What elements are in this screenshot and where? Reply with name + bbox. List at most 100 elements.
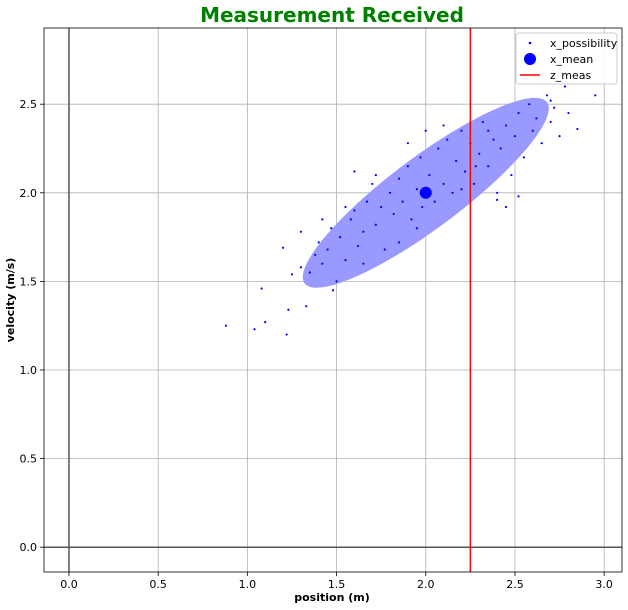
possibility-point <box>428 173 431 177</box>
possibility-point <box>224 324 228 327</box>
plot-border <box>43 27 623 573</box>
possibility-point <box>451 191 454 194</box>
possibility-point <box>424 129 427 132</box>
x-tick-label: 0.0 <box>60 578 78 591</box>
y-axis-label: velocity (m/s) <box>4 258 17 343</box>
possibility-point <box>492 138 495 141</box>
possibility-point <box>308 271 311 274</box>
x-tick-label: 2.5 <box>506 578 524 591</box>
possibility-point <box>545 94 549 97</box>
possibility-point <box>410 218 413 221</box>
possibility-point <box>563 85 567 88</box>
possibility-point <box>374 173 377 177</box>
possibility-point <box>460 129 463 132</box>
legend-marker-large <box>524 53 536 65</box>
x-tick-label: 1.0 <box>239 578 257 591</box>
possibility-point <box>305 305 308 308</box>
possibility-point <box>549 99 552 102</box>
possibility-point <box>481 120 484 124</box>
legend-label: z_meas <box>550 69 591 82</box>
x-tick-labels: 0.0 0.5 1.0 1.5 2.0 2.5 3.0 <box>60 572 613 591</box>
possibility-point <box>478 152 481 155</box>
legend-marker-small <box>528 41 532 45</box>
possibility-point <box>299 230 302 233</box>
legend: x_possibility x_mean z_meas <box>515 32 618 85</box>
possibility-point <box>496 191 499 194</box>
y-tick-label: 1.0 <box>20 364 38 377</box>
possibility-point <box>374 223 377 226</box>
possibility-point <box>335 280 338 283</box>
possibility-point <box>349 218 352 221</box>
possibility-point <box>576 127 579 131</box>
y-tick-label: 2.0 <box>20 187 38 200</box>
possibility-point <box>528 103 531 106</box>
possibility-point <box>321 262 324 265</box>
possibility-point <box>415 227 418 230</box>
y-tick-label: 0.5 <box>20 453 38 466</box>
possibility-point <box>421 205 424 209</box>
y-tick-label: 1.5 <box>20 275 38 288</box>
possibility-point <box>454 159 458 162</box>
possibility-point <box>487 165 490 168</box>
y-tick-label: 0.0 <box>20 541 38 554</box>
chart-title: Measurement Received <box>200 3 464 27</box>
possibility-point <box>535 117 538 120</box>
possibility-point <box>314 253 317 256</box>
legend-label: x_possibility <box>550 37 618 50</box>
possibility-point <box>326 248 329 251</box>
possibility-point <box>285 333 288 336</box>
possibility-point <box>549 120 552 124</box>
possibility-point <box>392 212 395 216</box>
possibility-point <box>380 205 383 209</box>
possibility-point <box>419 156 422 159</box>
possibility-point <box>356 244 360 248</box>
possibility-point <box>344 205 347 209</box>
possibility-point <box>371 182 374 186</box>
possibility-point <box>330 227 333 230</box>
possibility-point <box>397 241 401 244</box>
possibility-point <box>517 195 520 198</box>
y-tick-label: 2.5 <box>20 98 38 111</box>
possibility-point <box>522 156 525 159</box>
possibility-point <box>281 246 285 249</box>
reference-lines <box>44 28 622 572</box>
possibility-point <box>472 182 476 186</box>
possibility-point <box>321 218 324 221</box>
possibility-point <box>474 165 477 168</box>
possibility-point <box>401 200 404 203</box>
possibility-point <box>442 124 445 127</box>
x-tick-label: 3.0 <box>595 578 613 591</box>
possibility-point <box>260 287 263 290</box>
possibility-point <box>513 134 517 138</box>
possibility-point <box>496 198 499 201</box>
possibility-point <box>353 170 356 173</box>
possibility-point <box>383 248 386 251</box>
possibility-point <box>446 138 449 141</box>
possibility-point <box>487 129 490 132</box>
possibility-point <box>406 142 410 145</box>
possibility-point <box>504 205 508 209</box>
possibility-point <box>553 106 556 109</box>
possibility-point <box>442 182 445 186</box>
possibility-point <box>362 230 365 233</box>
possibility-point <box>397 177 401 180</box>
possibility-point <box>510 173 513 177</box>
possibility-point <box>415 188 418 191</box>
x-tick-label: 2.0 <box>417 578 435 591</box>
possibility-point <box>331 289 335 292</box>
possibility-point <box>362 262 365 265</box>
x-axis-label: position (m) <box>294 591 370 604</box>
x-tick-label: 1.5 <box>328 578 346 591</box>
legend-label: x_mean <box>550 53 593 66</box>
possibility-point <box>388 191 392 194</box>
possibility-point <box>287 308 290 311</box>
possibility-point <box>253 328 256 331</box>
possibility-point <box>504 124 508 127</box>
possibility-point <box>406 165 410 168</box>
possibility-point <box>299 266 302 269</box>
possibility-point <box>567 111 570 115</box>
possibility-point <box>433 200 436 203</box>
plot-frame <box>43 27 623 573</box>
possibility-point <box>540 142 543 145</box>
